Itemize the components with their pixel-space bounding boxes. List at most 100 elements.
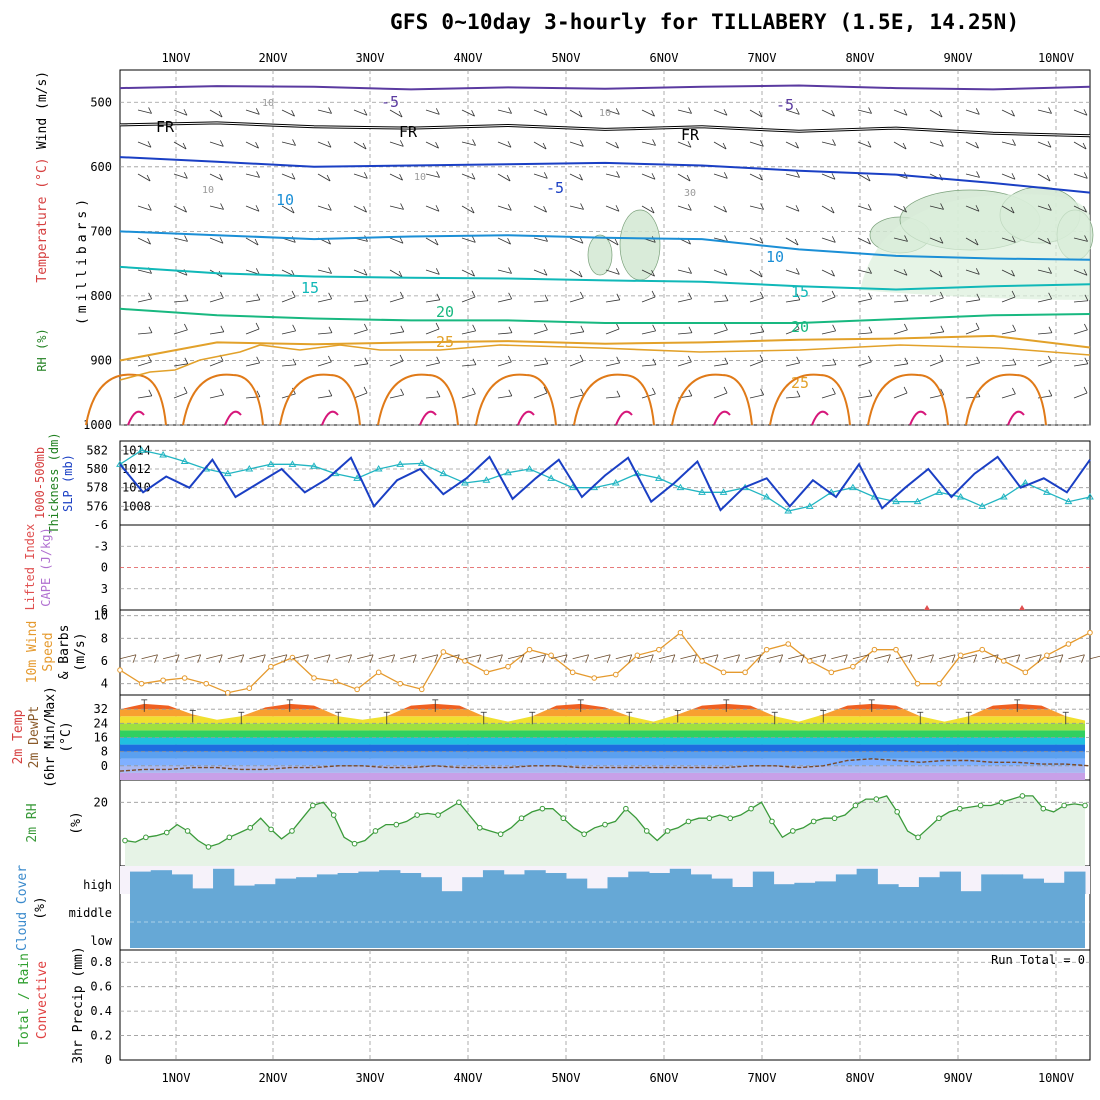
wind-barb-10m-flag bbox=[218, 654, 223, 663]
wind-barb-flag bbox=[796, 390, 801, 397]
wind-barb bbox=[353, 392, 368, 399]
rh-marker bbox=[184, 828, 191, 834]
wind-barb bbox=[605, 299, 620, 303]
wind-barb-flag bbox=[363, 386, 368, 394]
wind-barb bbox=[281, 109, 295, 117]
cloud-high-bar bbox=[835, 874, 858, 894]
date-label-top: 9NOV bbox=[944, 51, 973, 65]
wind-barb-flag bbox=[220, 325, 225, 332]
thickness-marker bbox=[655, 474, 663, 481]
wind-barb bbox=[317, 173, 331, 182]
wind-barb-flag bbox=[688, 326, 693, 333]
boundary-arch-hot bbox=[517, 410, 535, 426]
wind-barb-flag bbox=[724, 323, 728, 331]
temp-tick: 32 bbox=[94, 702, 108, 716]
wind-barb-flag bbox=[795, 268, 800, 275]
rh-marker bbox=[685, 818, 692, 825]
cloud-high-bar bbox=[296, 877, 318, 894]
wind-barb-10m-flag bbox=[930, 654, 934, 663]
wind-barb-flag bbox=[328, 355, 332, 363]
boundary-arch-hot bbox=[419, 410, 437, 426]
li-axis-label-group: Lifted Index CAPE (J/kg) bbox=[23, 524, 53, 611]
boundary-arch bbox=[573, 373, 655, 426]
wind-speed-marker bbox=[742, 669, 748, 676]
thickness-marker bbox=[762, 493, 771, 500]
boundary-arch bbox=[965, 373, 1047, 426]
wind-barb bbox=[497, 395, 512, 399]
cloud-high-bar bbox=[711, 878, 733, 894]
wind-barb bbox=[785, 141, 799, 149]
temp-band bbox=[120, 695, 1085, 702]
wind-barb bbox=[425, 237, 439, 246]
wind-speed-marker bbox=[677, 629, 684, 636]
wind-barb-flag bbox=[1012, 387, 1016, 395]
thickness-marker bbox=[482, 476, 491, 483]
wind-speed-marker bbox=[418, 686, 425, 693]
rh-marker bbox=[769, 818, 775, 825]
date-label-top: 5NOV bbox=[552, 51, 581, 65]
wind-barb-flag bbox=[543, 205, 547, 213]
boundary-arch bbox=[671, 373, 753, 426]
wind-speed-marker bbox=[828, 669, 835, 676]
wind-barb bbox=[137, 269, 152, 274]
wind-barb-flag bbox=[938, 110, 943, 118]
boundary-arch-hot bbox=[615, 410, 633, 426]
wind-barb-flag bbox=[688, 107, 692, 114]
wind-barb-flag bbox=[1047, 141, 1052, 148]
wind-barb bbox=[425, 328, 440, 335]
thickness-marker bbox=[137, 446, 146, 453]
wind10-label-2: Speed bbox=[41, 632, 56, 671]
precip-total-label: Total / Rain bbox=[17, 953, 32, 1047]
wind-barb-10m-flag bbox=[412, 654, 417, 663]
wind-barb bbox=[461, 141, 476, 146]
rh-marker bbox=[831, 815, 838, 822]
wind-barb bbox=[749, 205, 764, 210]
wind-barb bbox=[317, 361, 332, 367]
wind-barb-flag bbox=[148, 292, 152, 300]
wind-barb bbox=[173, 363, 188, 367]
wind-barb bbox=[173, 173, 188, 179]
wind-barb bbox=[893, 237, 908, 242]
wind-barb-flag bbox=[652, 324, 656, 332]
rh-marker bbox=[936, 815, 942, 822]
wind-barb bbox=[605, 109, 620, 115]
rh-marker bbox=[1040, 805, 1047, 812]
temperature-label: Temperature (°C) bbox=[35, 157, 50, 282]
wind-barb bbox=[749, 360, 764, 367]
wind-barb bbox=[749, 297, 764, 303]
wind-barb-10m bbox=[615, 654, 632, 660]
wind-barb-flag bbox=[1047, 237, 1051, 245]
wind-barb-10m-flag bbox=[1081, 654, 1085, 663]
wind-barb bbox=[353, 269, 368, 276]
wind-speed-marker bbox=[397, 680, 404, 687]
wind-barb-flag bbox=[148, 355, 152, 363]
wind-barb bbox=[353, 141, 367, 150]
wind-barb-flag bbox=[868, 355, 872, 363]
rh-axis-label-group: 2m RH (%) bbox=[25, 803, 84, 842]
wind-barb-flag bbox=[580, 291, 584, 299]
wind-barb bbox=[245, 205, 260, 212]
thickness-marker bbox=[849, 483, 857, 491]
wind-speed-marker bbox=[569, 669, 576, 676]
wind-tick: 6 bbox=[101, 654, 108, 668]
cloud-unit: (%) bbox=[33, 896, 48, 919]
wind-barb-10m bbox=[1003, 654, 1020, 660]
wind-barb bbox=[533, 269, 548, 276]
wind-barb bbox=[821, 330, 836, 335]
wind-barb-flag bbox=[436, 356, 440, 364]
wind-barb-flag bbox=[436, 293, 441, 300]
wind-barb bbox=[497, 361, 512, 367]
wind-speed-marker bbox=[1022, 669, 1029, 676]
wind-barb-10m bbox=[960, 654, 977, 660]
wind-barb-flag bbox=[975, 141, 979, 149]
wind-speed-marker bbox=[483, 669, 490, 676]
cloud-high-bar bbox=[815, 881, 837, 894]
wind-barb bbox=[605, 396, 620, 399]
wind-barb-flag bbox=[759, 237, 764, 244]
thickness-marker bbox=[159, 451, 167, 458]
wind-barb-flag bbox=[615, 205, 620, 212]
wind-speed-marker bbox=[354, 686, 360, 693]
wind-barb bbox=[137, 173, 151, 182]
wind-barb-flag bbox=[256, 390, 261, 397]
wind-barb-flag bbox=[1011, 290, 1016, 298]
